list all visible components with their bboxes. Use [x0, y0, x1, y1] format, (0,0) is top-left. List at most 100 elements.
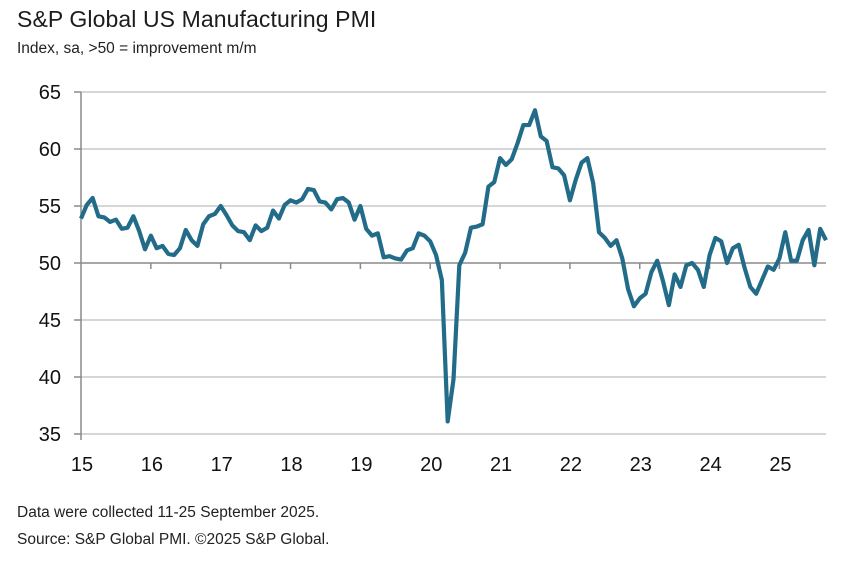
- data-point: [684, 263, 688, 267]
- x-tick-label: 18: [280, 454, 302, 476]
- data-point: [533, 108, 537, 112]
- data-point: [434, 253, 438, 257]
- data-point: [469, 226, 473, 230]
- data-point: [79, 217, 83, 221]
- data-point: [597, 230, 601, 234]
- y-tick-label: 40: [39, 367, 61, 389]
- data-point: [178, 246, 182, 250]
- data-point: [143, 247, 147, 251]
- data-point: [783, 230, 787, 234]
- data-point: [754, 292, 758, 296]
- data-point: [550, 165, 554, 169]
- data-point: [737, 243, 741, 247]
- data-point: [155, 246, 159, 250]
- data-point: [230, 223, 234, 227]
- data-point: [312, 188, 316, 192]
- data-point: [696, 268, 700, 272]
- data-point: [382, 255, 386, 259]
- data-point: [504, 163, 508, 167]
- data-point: [678, 285, 682, 289]
- data-point: [219, 204, 223, 208]
- data-point: [190, 238, 194, 242]
- data-point: [236, 229, 240, 233]
- data-point: [428, 239, 432, 243]
- data-point: [807, 228, 811, 232]
- data-point: [661, 279, 665, 283]
- data-point: [498, 156, 502, 160]
- data-point: [306, 187, 310, 191]
- data-point: [481, 222, 485, 226]
- data-point: [556, 166, 560, 170]
- data-point: [172, 253, 176, 257]
- data-point: [824, 238, 828, 242]
- data-point: [492, 180, 496, 184]
- data-point: [748, 285, 752, 289]
- data-point: [399, 258, 403, 262]
- x-tick-label: 19: [350, 454, 372, 476]
- data-point: [364, 227, 368, 231]
- y-tick-label: 50: [39, 253, 61, 275]
- data-point: [318, 199, 322, 203]
- data-point: [271, 209, 275, 213]
- data-point: [201, 222, 205, 226]
- data-point: [358, 204, 362, 208]
- data-point: [731, 246, 735, 250]
- data-point: [486, 185, 490, 189]
- data-point: [772, 268, 776, 272]
- data-point: [422, 234, 426, 238]
- x-tick-label: 20: [420, 454, 442, 476]
- data-point: [620, 256, 624, 260]
- collection-note: Data were collected 11-25 September 2025…: [17, 504, 320, 521]
- data-point: [574, 178, 578, 182]
- data-point: [102, 215, 106, 219]
- data-point: [160, 244, 164, 248]
- data-point: [725, 261, 729, 265]
- x-tick-label: 25: [769, 454, 791, 476]
- data-point: [289, 198, 293, 202]
- data-point: [277, 217, 281, 221]
- data-point: [452, 377, 456, 381]
- data-point: [184, 228, 188, 232]
- y-tick-label: 65: [39, 82, 61, 104]
- data-point: [545, 139, 549, 143]
- data-point: [609, 244, 613, 248]
- x-tick-label: 21: [490, 454, 512, 476]
- data-point: [655, 259, 659, 263]
- data-point: [585, 156, 589, 160]
- data-point: [667, 303, 671, 307]
- data-point: [248, 238, 252, 242]
- data-point: [690, 261, 694, 265]
- data-point: [335, 197, 339, 201]
- data-point: [626, 287, 630, 291]
- data-point: [329, 207, 333, 211]
- data-point: [225, 213, 229, 217]
- pmi-series-line: [79, 108, 828, 424]
- data-point: [265, 226, 269, 230]
- data-point: [323, 201, 327, 205]
- data-point: [708, 253, 712, 257]
- data-point: [85, 203, 89, 207]
- data-point: [812, 263, 816, 267]
- data-point: [91, 196, 95, 200]
- data-point: [539, 134, 543, 138]
- y-tick-label: 45: [39, 310, 61, 332]
- chart-title: S&P Global US Manufacturing PMI: [17, 6, 377, 32]
- tick-labels: 35 40 45 50 55 60 65 15 16 17 18 19 20 21 22 23 24 25: [39, 82, 792, 476]
- data-point: [760, 278, 764, 282]
- data-point: [457, 263, 461, 267]
- data-point: [294, 201, 298, 205]
- data-point: [126, 226, 130, 230]
- data-point: [137, 229, 141, 233]
- data-point: [254, 223, 258, 227]
- data-point: [801, 238, 805, 242]
- data-point: [283, 203, 287, 207]
- data-point: [527, 123, 531, 127]
- x-tick-label: 23: [630, 454, 652, 476]
- data-point: [440, 278, 444, 282]
- data-point: [405, 248, 409, 252]
- data-point: [673, 272, 677, 276]
- chart-subtitle: Index, sa, >50 = improvement m/m: [17, 40, 257, 57]
- data-point: [521, 123, 525, 127]
- data-point: [411, 246, 415, 250]
- data-point: [149, 234, 153, 238]
